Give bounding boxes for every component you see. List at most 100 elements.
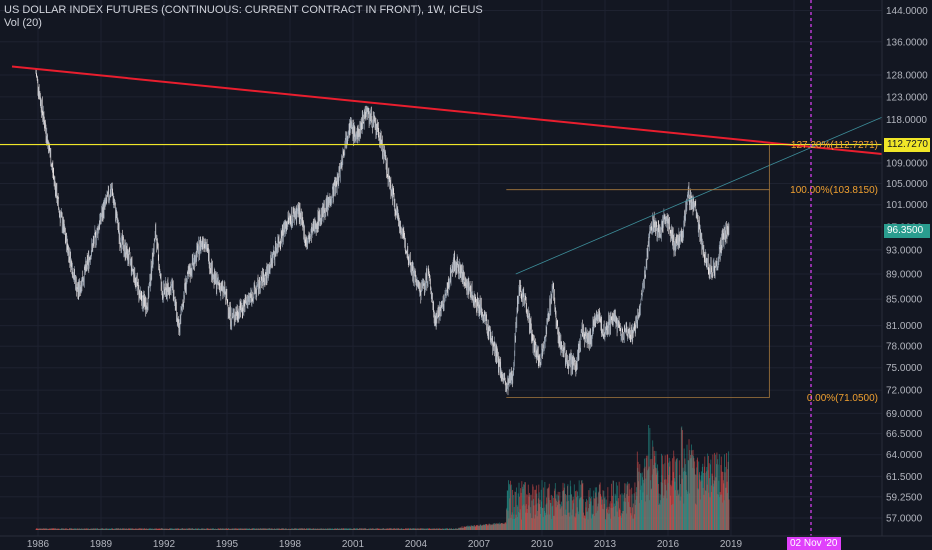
fib-0-label: 0.00%(71.0500) — [807, 393, 878, 404]
price-axis-tick-label: 118.0000 — [886, 115, 927, 126]
volume-bar — [646, 455, 648, 530]
volume-bar — [728, 499, 730, 530]
volume-bar — [638, 471, 640, 530]
volume-bar — [669, 461, 671, 530]
price-axis-tick-label: 57.0000 — [886, 514, 923, 525]
volume-bar — [609, 501, 611, 530]
volume-bar — [694, 474, 696, 530]
volume-bar — [228, 528, 230, 530]
volume-bar — [621, 493, 623, 530]
volume-bar — [546, 488, 548, 530]
price-axis-tick-label: 128.0000 — [886, 71, 928, 82]
price-axis-tick-label: 69.0000 — [886, 409, 923, 420]
volume-bar — [513, 507, 515, 530]
volume-bar — [618, 481, 620, 530]
volume-bar — [718, 454, 720, 530]
volume-bar — [632, 503, 634, 530]
horizontal-line-price-badge: 112.7270 — [884, 137, 930, 152]
cursor-date-badge: 02 Nov '20 — [787, 537, 841, 550]
volume-bar — [628, 483, 630, 530]
current-price-badge: 96.3500 — [884, 223, 930, 238]
volume-bar — [617, 498, 619, 530]
volume-bar — [533, 505, 535, 530]
price-axis-tick-label: 101.0000 — [886, 200, 928, 211]
fib-100-label: 100.00%(103.8150) — [790, 185, 878, 196]
volume-bar — [508, 480, 509, 530]
volume-bar — [633, 493, 635, 530]
price-axis-tick-label: 72.0000 — [886, 386, 923, 397]
volume-bar — [512, 494, 514, 530]
volume-bar — [529, 494, 531, 530]
volume-bar — [552, 497, 554, 530]
price-axis-tick-label: 144.0000 — [886, 6, 928, 17]
volume-layer — [35, 425, 730, 530]
volume-bar — [567, 484, 569, 530]
volume-bar — [106, 528, 108, 530]
price-axis-tick-label: 93.0000 — [886, 245, 923, 256]
time-axis-tick-label: 1992 — [153, 539, 176, 550]
price-axis-tick-label: 81.0000 — [886, 321, 923, 332]
volume-bar — [407, 528, 409, 530]
volume-bar — [525, 482, 526, 530]
price-axis-tick-label: 59.2500 — [886, 492, 923, 503]
volume-bar — [716, 452, 718, 530]
red-resistance-trendline[interactable] — [11, 65, 883, 156]
time-axis-tick-label: 1989 — [90, 539, 113, 550]
time-axis-tick-label: 1995 — [216, 539, 239, 550]
volume-bar — [512, 489, 513, 530]
volume-bar — [682, 471, 684, 530]
candle-layer — [35, 69, 730, 396]
volume-bar — [521, 481, 523, 530]
volume-bar — [122, 528, 124, 530]
volume-bar — [604, 496, 606, 530]
volume-bar — [568, 495, 570, 530]
volume-bar — [520, 492, 522, 530]
volume-bar — [590, 501, 592, 530]
price-axis-tick-label: 61.5000 — [886, 472, 923, 483]
volume-bar — [625, 483, 627, 530]
volume-bar — [517, 493, 519, 530]
volume-bar — [613, 480, 614, 530]
volume-bar — [728, 451, 730, 530]
volume-bar — [66, 528, 68, 530]
volume-bar — [648, 466, 650, 530]
price-axis-tick-label: 109.0000 — [886, 158, 928, 169]
volume-bar — [431, 528, 433, 530]
volume-bar — [672, 458, 673, 530]
volume-bar — [531, 500, 533, 530]
price-axis-tick-label: 136.0000 — [886, 37, 928, 48]
volume-bar — [383, 528, 385, 530]
volume-bar — [544, 481, 546, 530]
volume-bar — [681, 426, 683, 530]
price-axis-tick-label: 75.0000 — [886, 363, 923, 374]
time-axis-tick-label: 2007 — [468, 539, 491, 550]
time-axis-tick-label: 2013 — [594, 539, 617, 550]
volume-bar — [644, 466, 646, 530]
volume-bar — [191, 528, 192, 530]
volume-bar — [534, 489, 536, 530]
drawing-layer[interactable]: 127.20%(112.7271) 100.00%(103.8150) 0.00… — [0, 0, 883, 536]
volume-bar — [565, 495, 567, 530]
teal-channel-trendline[interactable] — [515, 116, 883, 275]
volume-bar — [686, 444, 688, 530]
volume-bar — [510, 484, 512, 530]
volume-bar — [536, 493, 538, 530]
volume-bar — [176, 528, 178, 530]
volume-bar — [541, 480, 543, 530]
price-axis-tick-label: 66.5000 — [886, 429, 923, 440]
volume-bar — [688, 439, 690, 530]
volume-bar — [514, 492, 516, 530]
volume-bar — [593, 497, 595, 530]
volume-bar — [573, 484, 575, 530]
price-axis-tick-label: 78.0000 — [886, 342, 923, 353]
volume-legend: Vol (20) — [4, 17, 42, 29]
volume-bar — [550, 494, 552, 530]
volume-bar — [530, 494, 532, 530]
volume-bar — [607, 487, 609, 530]
volume-bar — [676, 458, 677, 530]
price-axis-tick-label: 105.0000 — [886, 179, 928, 190]
